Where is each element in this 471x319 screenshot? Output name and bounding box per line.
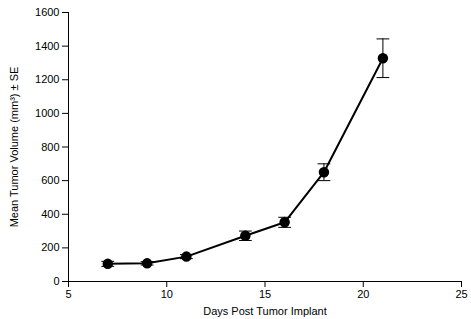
svg-text:600: 600 (41, 174, 59, 186)
svg-text:Days Post Tumor Implant: Days Post Tumor Implant (203, 305, 327, 317)
svg-text:1000: 1000 (35, 107, 59, 119)
svg-text:Mean Tumor Volume (mm³) ± SE: Mean Tumor Volume (mm³) ± SE (8, 67, 20, 228)
svg-text:25: 25 (455, 288, 467, 300)
svg-text:10: 10 (161, 288, 173, 300)
svg-text:20: 20 (357, 288, 369, 300)
svg-text:400: 400 (41, 208, 59, 220)
svg-text:0: 0 (53, 275, 59, 287)
svg-text:5: 5 (65, 288, 71, 300)
svg-text:200: 200 (41, 241, 59, 253)
svg-text:1200: 1200 (35, 73, 59, 85)
svg-text:15: 15 (259, 288, 271, 300)
svg-text:1400: 1400 (35, 40, 59, 52)
svg-text:1600: 1600 (35, 6, 59, 18)
svg-text:800: 800 (41, 141, 59, 153)
